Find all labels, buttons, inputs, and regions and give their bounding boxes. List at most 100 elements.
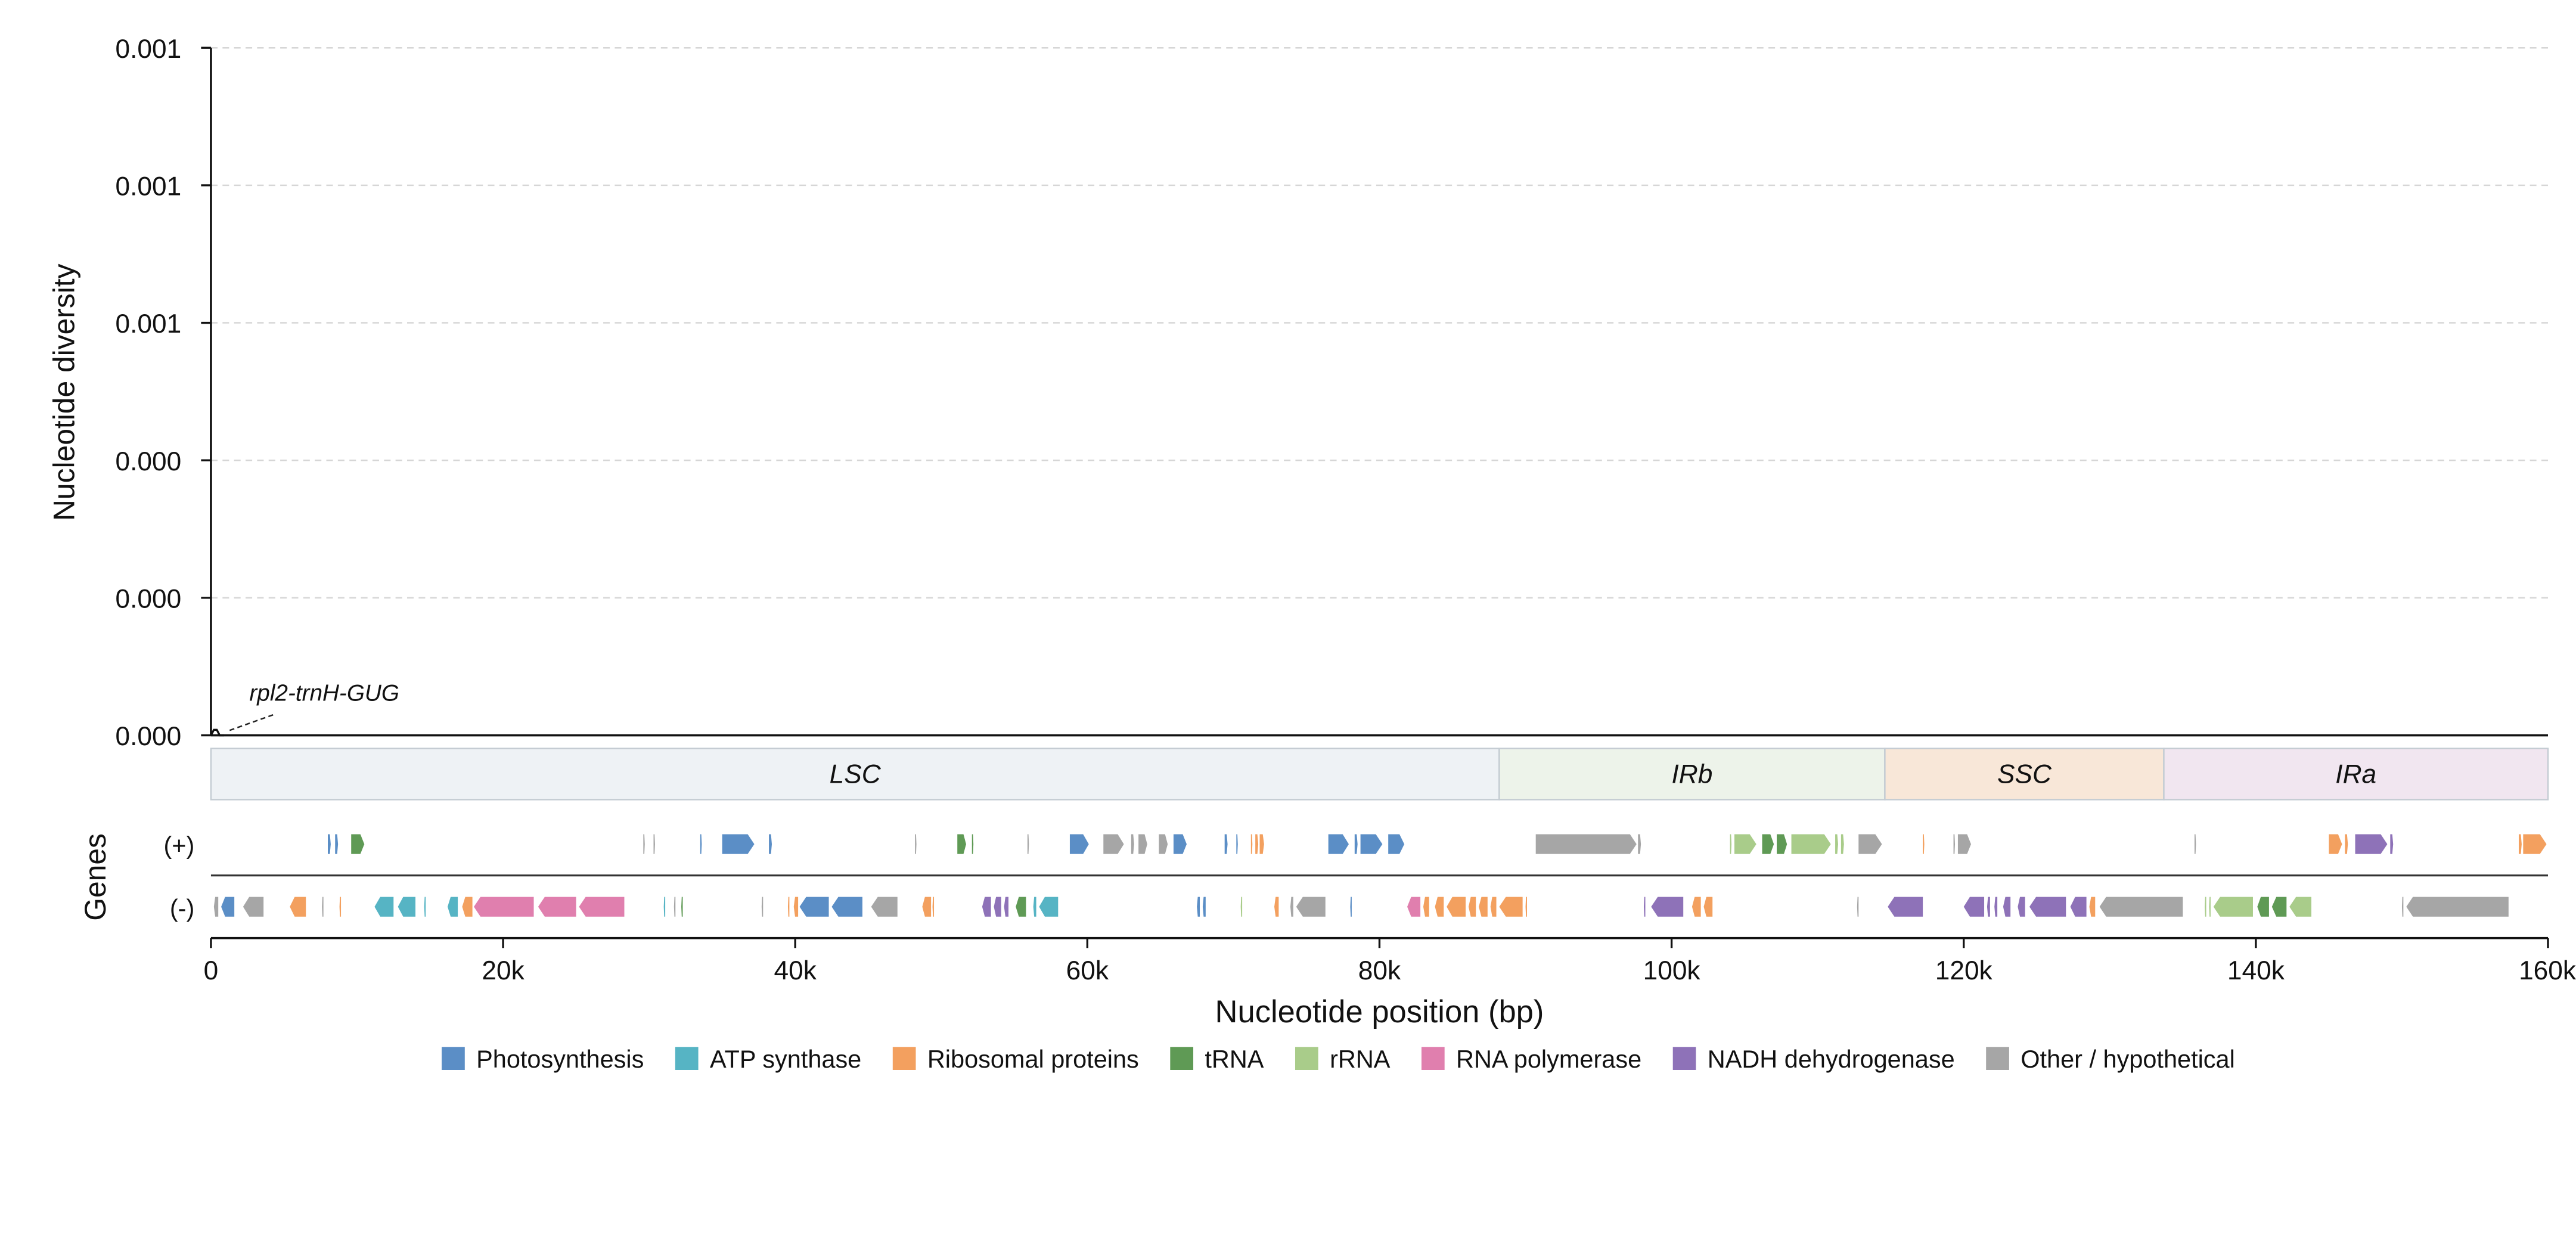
minus-gene bbox=[1197, 897, 1200, 917]
minus-gene bbox=[243, 897, 264, 917]
plus-gene bbox=[972, 834, 974, 854]
minus-gene bbox=[2099, 897, 2183, 917]
minus-gene bbox=[2406, 897, 2509, 917]
legend-label: Other / hypothetical bbox=[2021, 1045, 2235, 1073]
x-tick-label: 120k bbox=[1935, 956, 1993, 985]
minus-gene bbox=[799, 897, 829, 917]
minus-gene bbox=[462, 897, 473, 917]
minus-gene bbox=[2089, 897, 2096, 917]
legend-label: Photosynthesis bbox=[476, 1045, 644, 1073]
minus-gene bbox=[290, 897, 306, 917]
plus-gene bbox=[1236, 834, 1238, 854]
plus-gene bbox=[957, 834, 966, 854]
x-tick-label: 140k bbox=[2227, 956, 2285, 985]
legend-label: NADH dehydrogenase bbox=[1708, 1045, 1955, 1073]
minus-gene bbox=[1350, 897, 1352, 917]
minus-gene bbox=[2213, 897, 2253, 917]
legend-item: Photosynthesis bbox=[442, 1045, 644, 1073]
x-tick-label: 80k bbox=[1358, 956, 1401, 985]
strand-label-minus: (-) bbox=[170, 894, 194, 922]
minus-gene bbox=[2205, 897, 2206, 917]
minus-gene bbox=[2018, 897, 2025, 917]
minus-gene bbox=[1296, 897, 1326, 917]
plus-gene bbox=[1159, 834, 1168, 854]
legend-item: ATP synthase bbox=[675, 1045, 861, 1073]
x-tick-label: 0 bbox=[204, 956, 219, 985]
plus-gene bbox=[1255, 834, 1259, 854]
plus-gene bbox=[351, 834, 365, 854]
plus-gene bbox=[643, 834, 645, 854]
legend-item: RNA polymerase bbox=[1421, 1045, 1641, 1073]
legend-swatch bbox=[1672, 1047, 1696, 1070]
legend-swatch bbox=[892, 1047, 916, 1070]
minus-gene bbox=[1987, 897, 1990, 917]
annotation-layer: rpl2-trnH-GUG bbox=[229, 680, 399, 731]
legend-label: RNA polymerase bbox=[1456, 1045, 1641, 1073]
x-tick-label: 60k bbox=[1066, 956, 1109, 985]
minus-gene bbox=[787, 897, 790, 917]
minus-gene bbox=[1435, 897, 1444, 917]
minus-gene bbox=[2070, 897, 2087, 917]
minus-gene bbox=[871, 897, 898, 917]
y-axis: 0.000 0.000 0.000 0.001 0.001 0.001 bbox=[115, 35, 212, 751]
minus-gene bbox=[538, 897, 576, 917]
minus-gene bbox=[2003, 897, 2011, 917]
plus-gene bbox=[1841, 834, 1844, 854]
plus-gene bbox=[1730, 834, 1732, 854]
plus-gene bbox=[2518, 834, 2522, 854]
plus-gene bbox=[1173, 834, 1187, 854]
plus-gene bbox=[1535, 834, 1637, 854]
minus-gene bbox=[831, 897, 862, 917]
genes-minus-track bbox=[213, 897, 2509, 917]
plus-gene bbox=[327, 834, 331, 854]
minus-gene bbox=[1016, 897, 1026, 917]
plus-gene bbox=[1762, 834, 1774, 854]
minus-gene bbox=[1703, 897, 1713, 917]
minus-gene bbox=[2209, 897, 2211, 917]
minus-gene bbox=[1423, 897, 1429, 917]
plus-gene bbox=[769, 834, 772, 854]
plus-gene bbox=[1354, 834, 1358, 854]
plus-gene bbox=[1069, 834, 1089, 854]
minus-gene bbox=[1857, 897, 1859, 917]
plus-gene bbox=[1777, 834, 1787, 854]
minus-gene bbox=[2289, 897, 2311, 917]
minus-gene bbox=[1447, 897, 1466, 917]
x-tick-label: 40k bbox=[774, 956, 817, 985]
legend-item: Other / hypothetical bbox=[1986, 1045, 2235, 1073]
y-tick-label: 0.000 bbox=[115, 447, 181, 476]
region-label: LSC bbox=[830, 760, 882, 789]
minus-gene bbox=[1994, 897, 1998, 917]
minus-gene bbox=[398, 897, 416, 917]
minus-gene bbox=[1407, 897, 1421, 917]
minus-gene bbox=[474, 897, 534, 917]
minus-gene bbox=[2271, 897, 2287, 917]
plus-gene bbox=[722, 834, 755, 854]
plus-gene bbox=[1224, 834, 1228, 854]
region-label: IRa bbox=[2335, 760, 2376, 789]
x-axis-label: Nucleotide position (bp) bbox=[1215, 994, 1544, 1029]
plus-gene bbox=[1259, 834, 1264, 854]
minus-gene bbox=[1240, 897, 1243, 917]
plus-gene bbox=[1138, 834, 1147, 854]
minus-gene bbox=[1490, 897, 1497, 917]
annotation-label: rpl2-trnH-GUG bbox=[249, 680, 399, 706]
legend-label: tRNA bbox=[1205, 1045, 1264, 1073]
legend: Photosynthesis ATP synthase Ribosomal prot… bbox=[442, 1045, 2235, 1073]
plus-gene bbox=[1250, 834, 1253, 854]
legend-item: Ribosomal proteins bbox=[892, 1045, 1139, 1073]
annotation-leader bbox=[229, 713, 277, 731]
x-axis: 0 20k 40k 60k 80k 100k 120k 140k 160k bbox=[204, 936, 2576, 985]
minus-gene bbox=[447, 897, 458, 917]
minus-gene bbox=[994, 897, 1001, 917]
legend-label: ATP synthase bbox=[710, 1045, 861, 1073]
minus-gene bbox=[1888, 897, 1923, 917]
minus-gene bbox=[793, 897, 799, 917]
legend-swatch bbox=[1170, 1047, 1194, 1070]
minus-gene bbox=[982, 897, 991, 917]
minus-gene bbox=[2401, 897, 2404, 917]
plus-gene bbox=[2355, 834, 2388, 854]
minus-gene bbox=[1692, 897, 1701, 917]
plus-gene bbox=[1835, 834, 1838, 854]
